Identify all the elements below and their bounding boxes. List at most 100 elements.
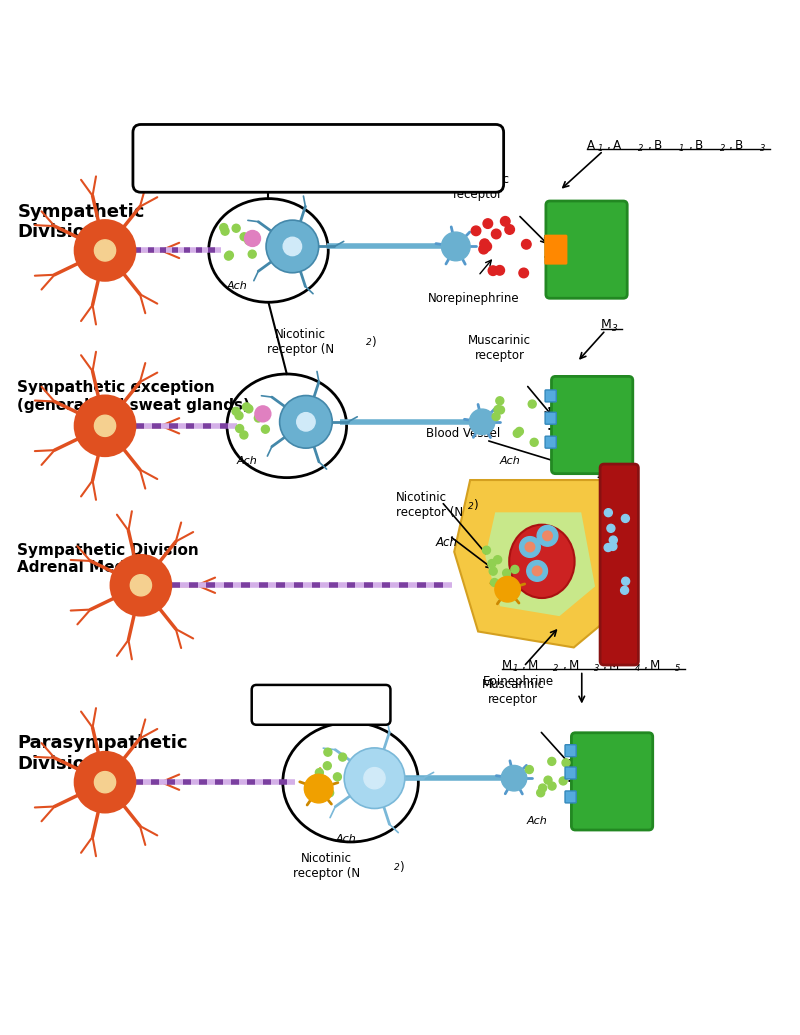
Ellipse shape <box>227 374 346 477</box>
Text: Muscarinic
receptor: Muscarinic receptor <box>482 678 545 707</box>
Text: ]: ] <box>546 406 556 430</box>
Circle shape <box>322 781 330 790</box>
Circle shape <box>470 409 495 435</box>
Circle shape <box>338 753 346 761</box>
Circle shape <box>488 266 498 275</box>
Text: Ach: Ach <box>526 816 547 826</box>
Circle shape <box>528 401 536 408</box>
Circle shape <box>562 759 570 767</box>
Circle shape <box>240 233 248 241</box>
Text: Nicotinic
receptor (N: Nicotinic receptor (N <box>396 492 463 520</box>
Circle shape <box>225 253 233 260</box>
Circle shape <box>604 543 612 552</box>
Text: Ach: Ach <box>500 456 520 466</box>
Circle shape <box>506 579 514 587</box>
Circle shape <box>515 427 523 436</box>
Circle shape <box>607 525 615 532</box>
Circle shape <box>622 514 630 523</box>
Circle shape <box>220 224 228 232</box>
Circle shape <box>245 231 261 246</box>
Circle shape <box>544 776 552 785</box>
Circle shape <box>604 508 612 516</box>
Circle shape <box>501 216 510 226</box>
Text: 2: 2 <box>720 145 725 153</box>
Circle shape <box>502 569 510 578</box>
Text: , M: , M <box>603 658 619 672</box>
Circle shape <box>74 751 135 812</box>
FancyBboxPatch shape <box>252 685 390 724</box>
Text: ): ) <box>399 861 404 875</box>
Circle shape <box>297 413 315 431</box>
Circle shape <box>266 220 318 273</box>
Text: ): ) <box>371 335 376 349</box>
Polygon shape <box>486 512 595 616</box>
Circle shape <box>221 228 229 235</box>
Circle shape <box>494 556 502 564</box>
Circle shape <box>315 769 323 776</box>
Circle shape <box>621 586 629 594</box>
Circle shape <box>442 232 470 261</box>
Circle shape <box>262 425 270 434</box>
Circle shape <box>323 762 331 770</box>
Circle shape <box>110 555 171 616</box>
Circle shape <box>248 250 256 258</box>
Text: 4: 4 <box>634 664 640 673</box>
Circle shape <box>226 252 234 259</box>
Text: Parasympathetic
Division: Parasympathetic Division <box>18 735 188 773</box>
Circle shape <box>304 774 333 803</box>
Text: ): ) <box>474 499 478 512</box>
Circle shape <box>497 406 505 414</box>
Text: 2: 2 <box>468 502 474 510</box>
Circle shape <box>492 413 500 420</box>
Circle shape <box>235 412 243 419</box>
Text: , B: , B <box>648 139 662 152</box>
Circle shape <box>236 424 244 433</box>
Circle shape <box>490 567 497 575</box>
Circle shape <box>94 771 116 793</box>
Circle shape <box>496 396 504 405</box>
Text: Sympathetic
Division: Sympathetic Division <box>18 203 145 241</box>
Circle shape <box>280 395 332 448</box>
FancyBboxPatch shape <box>544 235 567 265</box>
Text: M: M <box>601 318 612 331</box>
FancyBboxPatch shape <box>565 745 576 757</box>
Circle shape <box>490 579 498 587</box>
Circle shape <box>526 561 547 582</box>
Text: Nicotinic
receptor (N: Nicotinic receptor (N <box>293 853 360 881</box>
Circle shape <box>532 566 542 575</box>
Text: 1: 1 <box>598 145 603 153</box>
Circle shape <box>326 789 334 797</box>
Text: Ach: Ach <box>436 536 458 549</box>
Circle shape <box>488 560 496 567</box>
Text: Norepinephrine: Norepinephrine <box>428 292 520 305</box>
FancyBboxPatch shape <box>545 412 556 424</box>
Circle shape <box>94 415 116 437</box>
Circle shape <box>505 225 514 234</box>
Text: 3: 3 <box>612 324 618 333</box>
Text: 1: 1 <box>679 145 685 153</box>
Circle shape <box>232 407 240 415</box>
Text: , M: , M <box>562 658 579 672</box>
Text: ]: ] <box>542 235 552 259</box>
Text: Epinephrine: Epinephrine <box>482 675 554 687</box>
Circle shape <box>548 782 556 790</box>
FancyBboxPatch shape <box>600 464 638 664</box>
Polygon shape <box>454 480 631 648</box>
Circle shape <box>245 405 253 413</box>
Text: 2: 2 <box>553 664 558 673</box>
Text: , B: , B <box>730 139 743 152</box>
Circle shape <box>317 785 325 792</box>
Text: , A: , A <box>607 139 622 152</box>
Circle shape <box>530 439 538 446</box>
Circle shape <box>344 748 405 808</box>
Text: ]: ] <box>566 759 575 782</box>
Circle shape <box>511 565 519 573</box>
Text: Nicotinic
receptor (N: Nicotinic receptor (N <box>266 328 334 356</box>
Circle shape <box>514 430 522 438</box>
FancyBboxPatch shape <box>546 201 627 298</box>
Circle shape <box>482 241 491 252</box>
Text: A: A <box>587 139 595 152</box>
Circle shape <box>491 229 501 239</box>
Text: Sympathetic exception
(generalized sweat glands): Sympathetic exception (generalized sweat… <box>18 381 250 413</box>
Text: Blood Vessel: Blood Vessel <box>426 427 500 440</box>
